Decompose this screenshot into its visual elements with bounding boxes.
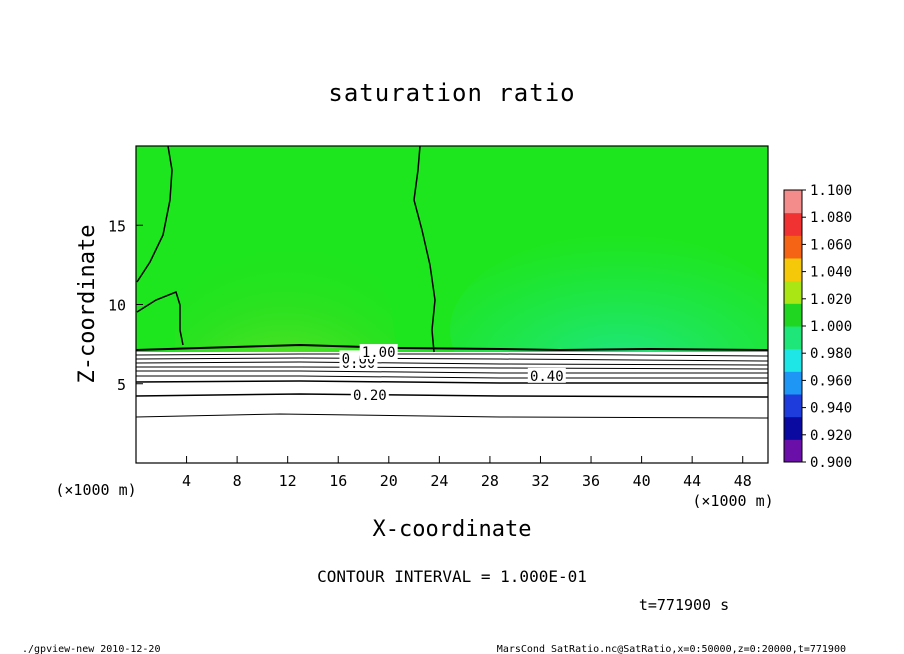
y-axis: 5 10 15 <box>108 217 143 394</box>
contour-line <box>135 393 769 398</box>
footer-left: ./gpview-new 2010-12-20 <box>22 644 160 654</box>
contour-line <box>135 343 769 352</box>
x-tick-label: 16 <box>329 472 347 490</box>
x-axis-label: X-coordinate <box>373 517 532 542</box>
colorbar-label: 0.980 <box>810 346 852 362</box>
time-label: t=771900 s <box>639 596 729 614</box>
colorbar-label: 1.080 <box>810 210 852 226</box>
contour-labels: 0.200.400.800.601.00 <box>339 344 566 404</box>
colorbar-swatch <box>784 416 802 440</box>
colorbar-swatch <box>784 190 802 214</box>
x-tick-label: 44 <box>683 472 701 490</box>
colorbar-swatch <box>784 303 802 327</box>
contour-line <box>413 145 436 353</box>
colorbar-label: 0.960 <box>810 373 852 389</box>
colorbar-swatch <box>784 235 802 259</box>
colorbar-swatch <box>784 371 802 395</box>
contour-line <box>135 413 769 419</box>
contour-label-backdrop <box>350 386 389 402</box>
x-axis-unit: (×1000 m) <box>692 492 773 510</box>
contour-line <box>135 357 769 362</box>
contour-label: 0.40 <box>530 369 564 385</box>
x-tick-label: 8 <box>233 472 242 490</box>
x-tick-label: 12 <box>279 472 297 490</box>
contour-label-backdrop <box>527 367 566 383</box>
contour-line <box>136 370 768 374</box>
contour-line <box>135 380 768 384</box>
contour-line <box>136 366 769 370</box>
y-tick-label: 15 <box>108 217 126 235</box>
footer-right: MarsCond_SatRatio.nc@SatRatio,x=0:50000,… <box>497 644 846 654</box>
colorbar-swatch <box>784 258 802 282</box>
colorbar-swatch <box>784 280 802 304</box>
colorbar-label: 1.100 <box>810 183 852 199</box>
x-tick-label: 20 <box>380 472 398 490</box>
x-tick-label: 4 <box>182 472 191 490</box>
contour-interval-label: CONTOUR INTERVAL = 1.000E-01 <box>317 567 587 586</box>
contour-label: 1.00 <box>362 345 396 361</box>
contour-line <box>135 353 769 357</box>
colorbar-label: 0.940 <box>810 401 852 417</box>
colorbar-label: 0.900 <box>810 455 852 471</box>
x-tick-label: 24 <box>430 472 448 490</box>
x-tick-label: 48 <box>734 472 752 490</box>
colorbar: 0.900 0.920 0.940 0.960 0.980 1.000 1.020 1.040… <box>783 183 852 471</box>
y-tick-label: 5 <box>117 376 126 394</box>
colorbar-swatch <box>784 439 802 463</box>
contour-line <box>136 375 768 379</box>
x-tick-label: 28 <box>481 472 499 490</box>
x-axis: 4 8 12 16 20 24 28 32 36 40 44 48 <box>182 456 752 490</box>
contour-line <box>136 291 184 346</box>
colorbar-swatch <box>784 394 802 418</box>
contour-label-backdrop <box>359 344 398 360</box>
contour-line <box>135 361 769 366</box>
colorbar-label: 1.040 <box>810 265 852 281</box>
colorbar-label: 1.060 <box>810 237 852 253</box>
x-tick-label: 40 <box>633 472 651 490</box>
heatmap-field <box>136 146 768 463</box>
contour-line <box>136 145 173 283</box>
contour-label: 0.20 <box>353 388 387 404</box>
colorbar-label: 1.000 <box>810 319 852 335</box>
colorbar-label: 0.920 <box>810 428 852 444</box>
colorbar-label: 1.020 <box>810 292 852 308</box>
colorbar-swatch <box>784 348 802 372</box>
y-axis-unit: (×1000 m) <box>55 481 136 499</box>
x-tick-label: 32 <box>531 472 549 490</box>
y-tick-label: 10 <box>108 297 126 315</box>
contour-lines <box>135 145 769 419</box>
colorbar-swatch <box>784 212 802 236</box>
chart-title: saturation ratio <box>328 79 575 107</box>
y-axis-label: Z-coordinate <box>75 225 100 384</box>
colorbar-swatch <box>784 326 802 350</box>
x-tick-label: 36 <box>582 472 600 490</box>
